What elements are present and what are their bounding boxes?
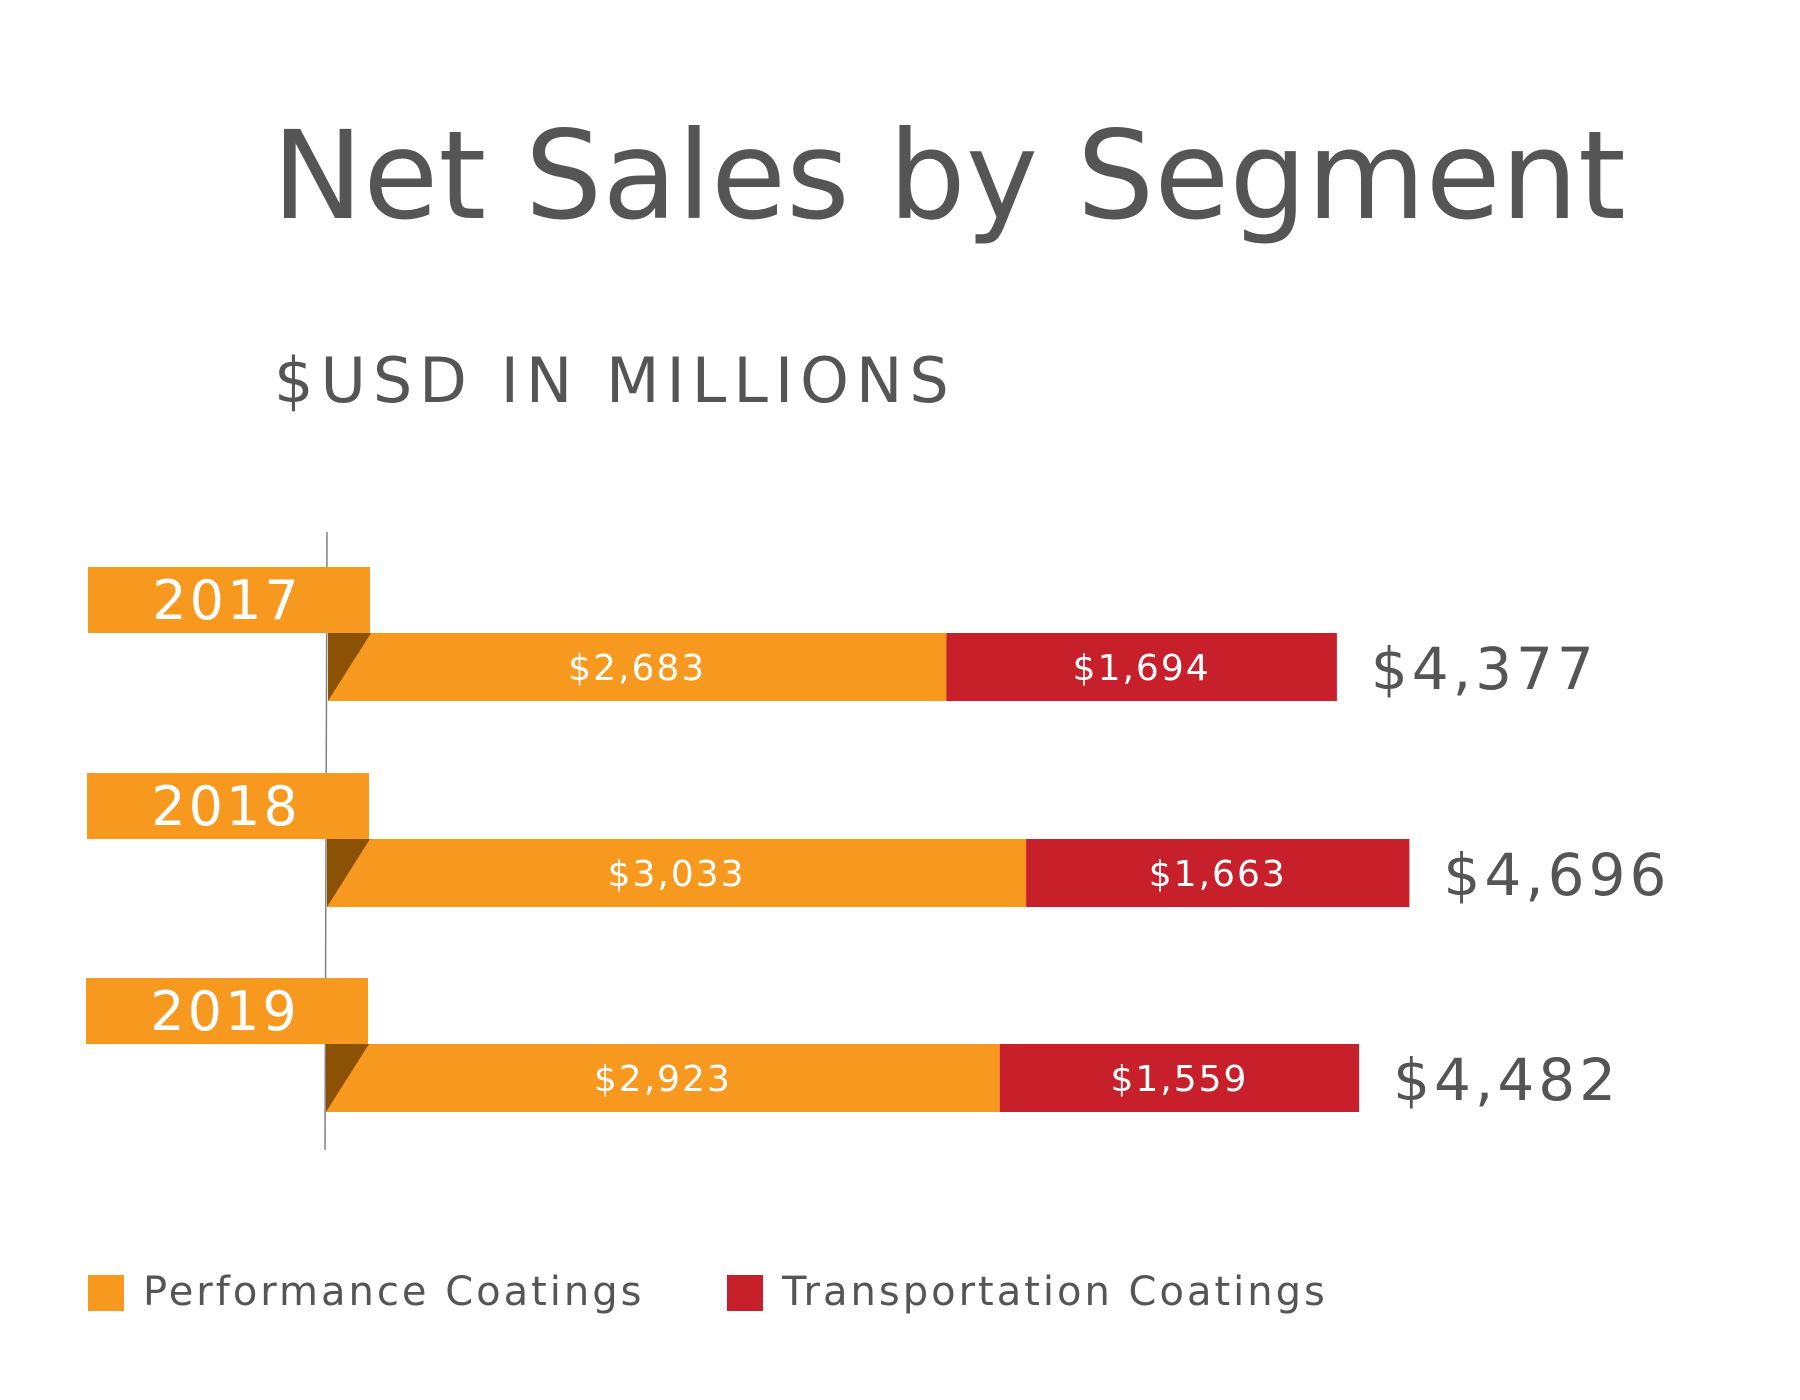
bar-transportation-coatings xyxy=(946,633,1337,701)
bar-value-label: $1,559 xyxy=(1110,1059,1248,1100)
legend-label: Performance Coatings xyxy=(143,1269,644,1315)
y-axis-line xyxy=(324,531,328,1151)
legend-label: Transportation Coatings xyxy=(781,1269,1328,1315)
bars-group: 2017 $2,683 $1,694 $4,377 2018 $3,033 $1,663 $4… xyxy=(86,567,1670,1114)
bar-value-label: $2,683 xyxy=(568,648,706,689)
bar-value-label: $1,694 xyxy=(1073,648,1211,689)
total-value-label: $4,482 xyxy=(1393,1046,1620,1114)
bar-transportation-coatings xyxy=(1026,839,1410,907)
chart-subtitle: $USD IN MILLIONS xyxy=(274,344,956,417)
year-label: 2017 xyxy=(152,569,301,632)
legend: Performance Coatings Transportation Coati… xyxy=(88,1269,1328,1315)
bar-performance-coatings xyxy=(327,839,1027,907)
year-tab xyxy=(87,773,369,839)
year-label: 2018 xyxy=(151,775,300,838)
ribbon-fold xyxy=(328,633,371,701)
bar-transportation-coatings xyxy=(999,1044,1360,1112)
year-tab xyxy=(88,567,370,633)
legend-swatch xyxy=(88,1275,124,1311)
ribbon-fold xyxy=(326,1044,369,1112)
legend-swatch xyxy=(727,1275,763,1311)
chart-title: Net Sales by Segment xyxy=(272,105,1626,247)
year-tab xyxy=(86,978,368,1044)
ribbon-fold xyxy=(327,839,370,907)
bar-performance-coatings xyxy=(326,1044,1000,1112)
total-value-label: $4,377 xyxy=(1371,635,1598,703)
bar-performance-coatings xyxy=(328,633,947,701)
total-value-label: $4,696 xyxy=(1443,841,1670,909)
bar-value-label: $2,923 xyxy=(594,1059,732,1100)
bar-value-label: $3,033 xyxy=(608,854,746,895)
bar-value-label: $1,663 xyxy=(1149,854,1287,895)
year-label: 2019 xyxy=(150,980,299,1043)
